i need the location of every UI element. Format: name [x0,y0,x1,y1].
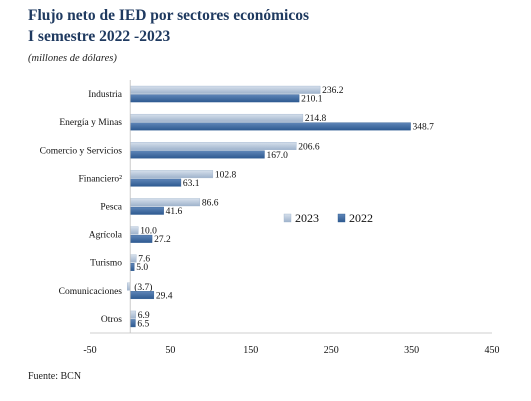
bar-2022 [129,319,136,328]
data-label: 29.4 [156,291,173,301]
legend-label-2022: 2022 [349,211,373,225]
unit-note: (millones de dólares) [28,53,117,64]
legend-swatch-2023 [283,213,292,223]
bar-2023 [129,310,136,319]
x-tick-label: 250 [324,345,339,356]
data-label: 167.0 [266,151,288,161]
category-label: Turismo [90,259,122,269]
bar-2023 [129,113,304,122]
data-label: 206.6 [298,142,320,152]
data-label: 5.0 [136,263,148,273]
data-label: 6.5 [137,319,149,329]
x-tick-label: 150 [243,345,258,356]
bar-2023 [127,282,131,291]
chart-title: Flujo neto de IED por sectores económico… [28,7,309,24]
data-label: 102.8 [215,170,237,180]
category-label: Energía y Minas [59,118,122,128]
bar-2022 [129,291,155,300]
x-tick-label: -50 [83,345,96,356]
data-label: 214.8 [305,114,327,124]
bar-2022 [129,122,411,131]
data-label: 41.6 [166,207,183,217]
data-label: 10.0 [140,227,157,237]
bar-2022 [129,263,135,271]
bar-2023 [129,142,297,150]
category-label: Comercio y Servicios [40,146,123,156]
category-label: Pesca [100,203,122,213]
x-tick-label: 450 [485,345,500,356]
category-label: Agrícola [89,231,123,241]
bar-2022 [129,178,182,187]
data-label: 348.7 [413,123,435,133]
data-label: 63.1 [183,179,200,189]
x-tick-label: 50 [165,345,175,356]
bar-2022 [129,94,300,103]
bar-2023 [129,254,137,263]
legend-label-2023: 2023 [295,211,319,225]
bar-2022 [129,234,153,243]
data-label: 6.9 [138,311,150,321]
category-label: Financiero² [79,174,123,184]
data-label: 236.2 [322,86,344,96]
source-note: Fuente: BCN [28,371,82,382]
data-label: (3.7) [134,282,152,293]
category-label: Comunicaciones [59,287,123,297]
category-label: Industria [88,90,123,100]
category-label: Otros [101,315,122,325]
bar-2022 [129,150,265,159]
bar-2023 [129,198,201,207]
data-label: 210.1 [301,95,323,105]
chart-subtitle: I semestre 2022 -2023 [28,28,171,45]
data-label: 7.6 [138,255,150,265]
bar-2023 [129,85,321,94]
bar-2023 [129,226,139,235]
x-tick-label: 350 [404,345,419,356]
bar-2022 [129,206,164,215]
data-label: 86.6 [202,199,219,209]
data-label: 27.2 [154,235,171,245]
bar-2023 [129,170,214,179]
legend-swatch-2022 [337,213,346,223]
